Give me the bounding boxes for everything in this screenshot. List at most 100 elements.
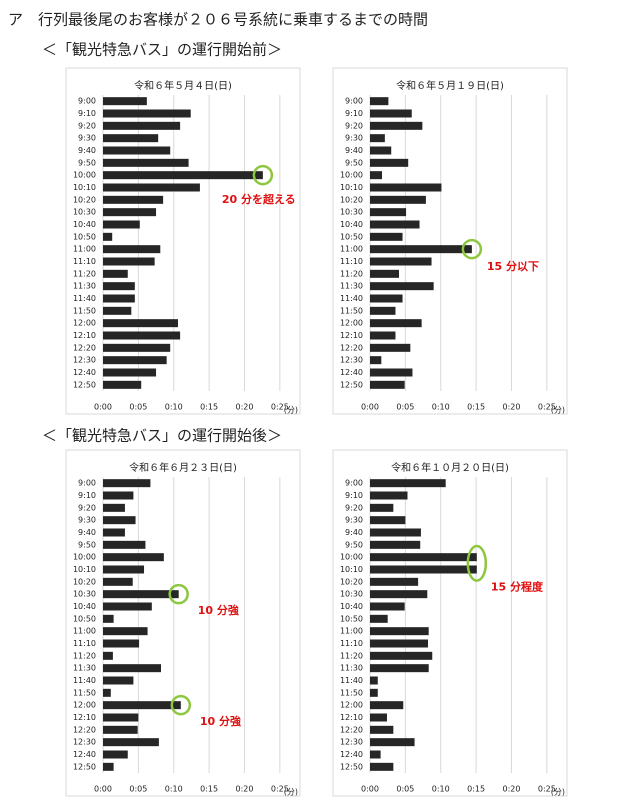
highlight-circle [461,238,483,260]
bar [103,232,113,241]
bar [103,738,159,747]
y-tick-label: 11:40 [340,294,363,303]
x-tick-label: 0:25 [271,403,289,412]
x-tick-label: 0:05 [129,403,147,412]
y-tick-label: 12:00 [340,701,363,710]
bar [103,134,159,143]
bar [103,491,134,500]
y-tick-label: 12:30 [340,356,363,365]
y-tick-label: 9:30 [78,134,96,143]
y-tick-label: 11:20 [340,269,363,278]
bar [370,713,387,722]
y-tick-label: 12:40 [340,750,363,759]
bar [370,503,394,512]
y-tick-label: 11:00 [73,627,96,636]
bar [370,220,420,229]
y-tick-label: 9:40 [345,146,363,155]
y-tick-label: 12:30 [73,738,96,747]
x-tick-label: 0:20 [235,785,253,794]
section-heading: ＜「観光特急バス」の運行開始前＞ [42,41,282,59]
x-tick-label: 0:00 [94,403,112,412]
highlight-circle [466,544,488,582]
y-tick-label: 12:10 [340,331,363,340]
y-tick-label: 11:00 [73,245,96,254]
y-tick-label: 12:20 [73,343,96,352]
y-tick-label: 10:50 [73,232,96,241]
annotation: 15 分程度 [491,579,544,593]
bar [370,257,432,266]
y-tick-label: 11:00 [340,627,363,636]
y-tick-label: 9:00 [78,479,96,488]
y-tick-label: 11:20 [73,269,96,278]
chart-title: 令和６年５月４日(日) [134,79,232,92]
chart-title: 令和６年５月１９日(日) [396,79,504,92]
y-tick-label: 10:40 [340,602,363,611]
x-axis-label: (分) [551,406,565,415]
bar [103,664,162,673]
bar [370,245,472,254]
y-tick-label: 12:20 [340,343,363,352]
x-tick-label: 0:15 [200,785,218,794]
y-tick-label: 12:20 [73,725,96,734]
y-tick-label: 11:50 [340,688,363,697]
x-tick-label: 0:15 [467,403,485,412]
y-tick-label: 11:10 [73,639,96,648]
bar [370,676,378,685]
bar [103,565,145,574]
y-tick-label: 12:40 [73,750,96,759]
bar [370,577,419,586]
y-tick-label: 10:40 [73,220,96,229]
bar [370,134,385,143]
y-tick-label: 10:00 [73,171,96,180]
bar [370,232,403,241]
bar [103,540,146,549]
bar [370,750,381,759]
bar [370,602,405,611]
bar [370,664,429,673]
annotation: 15 分以下 [487,259,539,273]
x-tick-label: 0:20 [235,403,253,412]
y-tick-label: 12:40 [340,368,363,377]
bar [103,688,111,697]
y-tick-label: 12:10 [73,713,96,722]
bar [103,195,164,204]
y-tick-label: 11:50 [73,688,96,697]
y-tick-label: 9:50 [78,540,96,549]
y-tick-label: 10:20 [340,577,363,586]
y-tick-label: 9:10 [78,109,96,118]
bar [370,368,413,377]
highlight-circle [170,694,192,716]
y-tick-label: 10:10 [340,183,363,192]
bar [103,380,142,389]
y-tick-label: 11:30 [340,664,363,673]
bar [370,282,434,291]
x-tick-label: 0:00 [361,785,379,794]
y-tick-label: 10:30 [73,590,96,599]
bar [370,516,406,525]
y-tick-label: 12:20 [340,725,363,734]
x-tick-label: 0:20 [502,785,520,794]
annotation: 10 分強 [200,714,241,728]
bar [370,146,392,155]
x-tick-label: 0:10 [165,403,183,412]
bar [370,183,442,192]
bar [103,479,151,488]
y-tick-label: 12:50 [340,380,363,389]
bar [370,565,477,574]
bar [370,380,405,389]
y-tick-label: 10:40 [73,602,96,611]
y-tick-label: 10:10 [340,565,363,574]
y-tick-label: 12:10 [73,331,96,340]
y-tick-label: 11:30 [73,664,96,673]
bar [103,183,200,192]
bar [103,294,135,303]
x-axis-label: (分) [284,788,298,797]
y-tick-label: 9:40 [345,528,363,537]
x-tick-label: 0:10 [165,785,183,794]
bar [370,590,428,599]
bar [370,651,433,660]
x-tick-label: 0:15 [200,403,218,412]
bar [103,651,113,660]
y-tick-label: 10:10 [73,565,96,574]
